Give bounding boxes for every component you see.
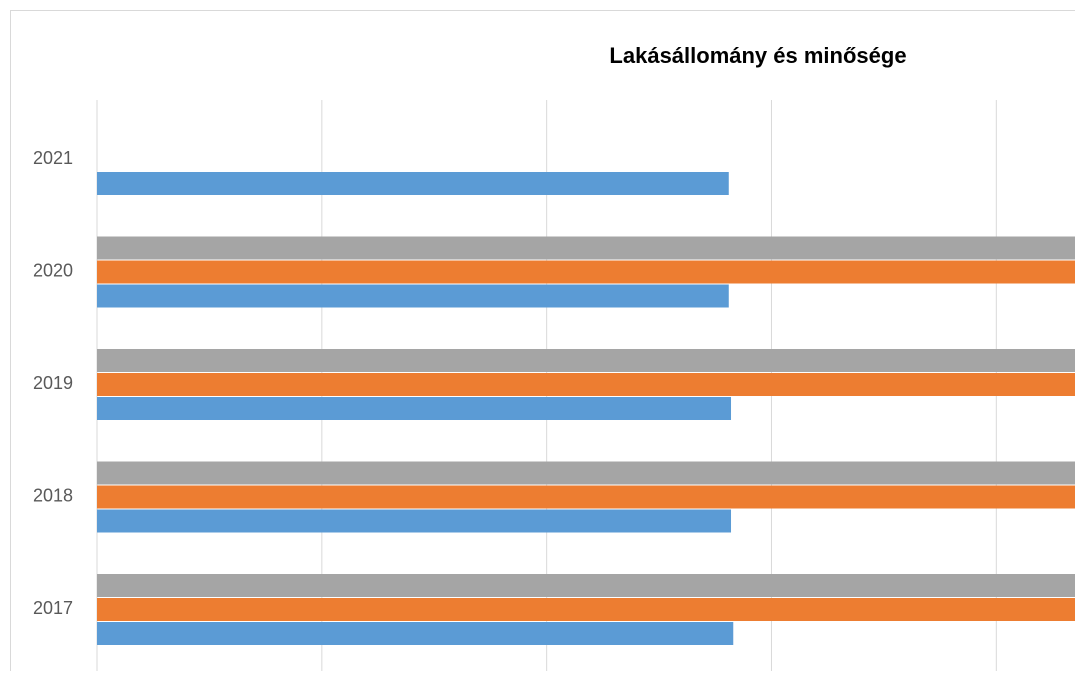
bar	[97, 486, 1075, 509]
y-tick-label: 2019	[33, 373, 73, 393]
bar	[97, 462, 1075, 485]
bar	[97, 172, 729, 195]
y-tick-label: 2020	[33, 260, 73, 280]
bar	[97, 510, 731, 533]
chart-frame	[11, 11, 1075, 672]
bar	[97, 237, 1075, 260]
bar	[97, 574, 1075, 597]
chart-title: Lakásállomány és minősége	[609, 43, 906, 68]
bar	[97, 349, 1075, 372]
bar	[97, 397, 731, 420]
y-tick-label: 2017	[33, 598, 73, 618]
bar	[97, 373, 1075, 396]
bar	[97, 285, 729, 308]
y-tick-label: 2018	[33, 485, 73, 505]
bar	[97, 598, 1075, 621]
bar	[97, 622, 733, 645]
bar	[97, 261, 1075, 284]
y-tick-label: 2021	[33, 148, 73, 168]
